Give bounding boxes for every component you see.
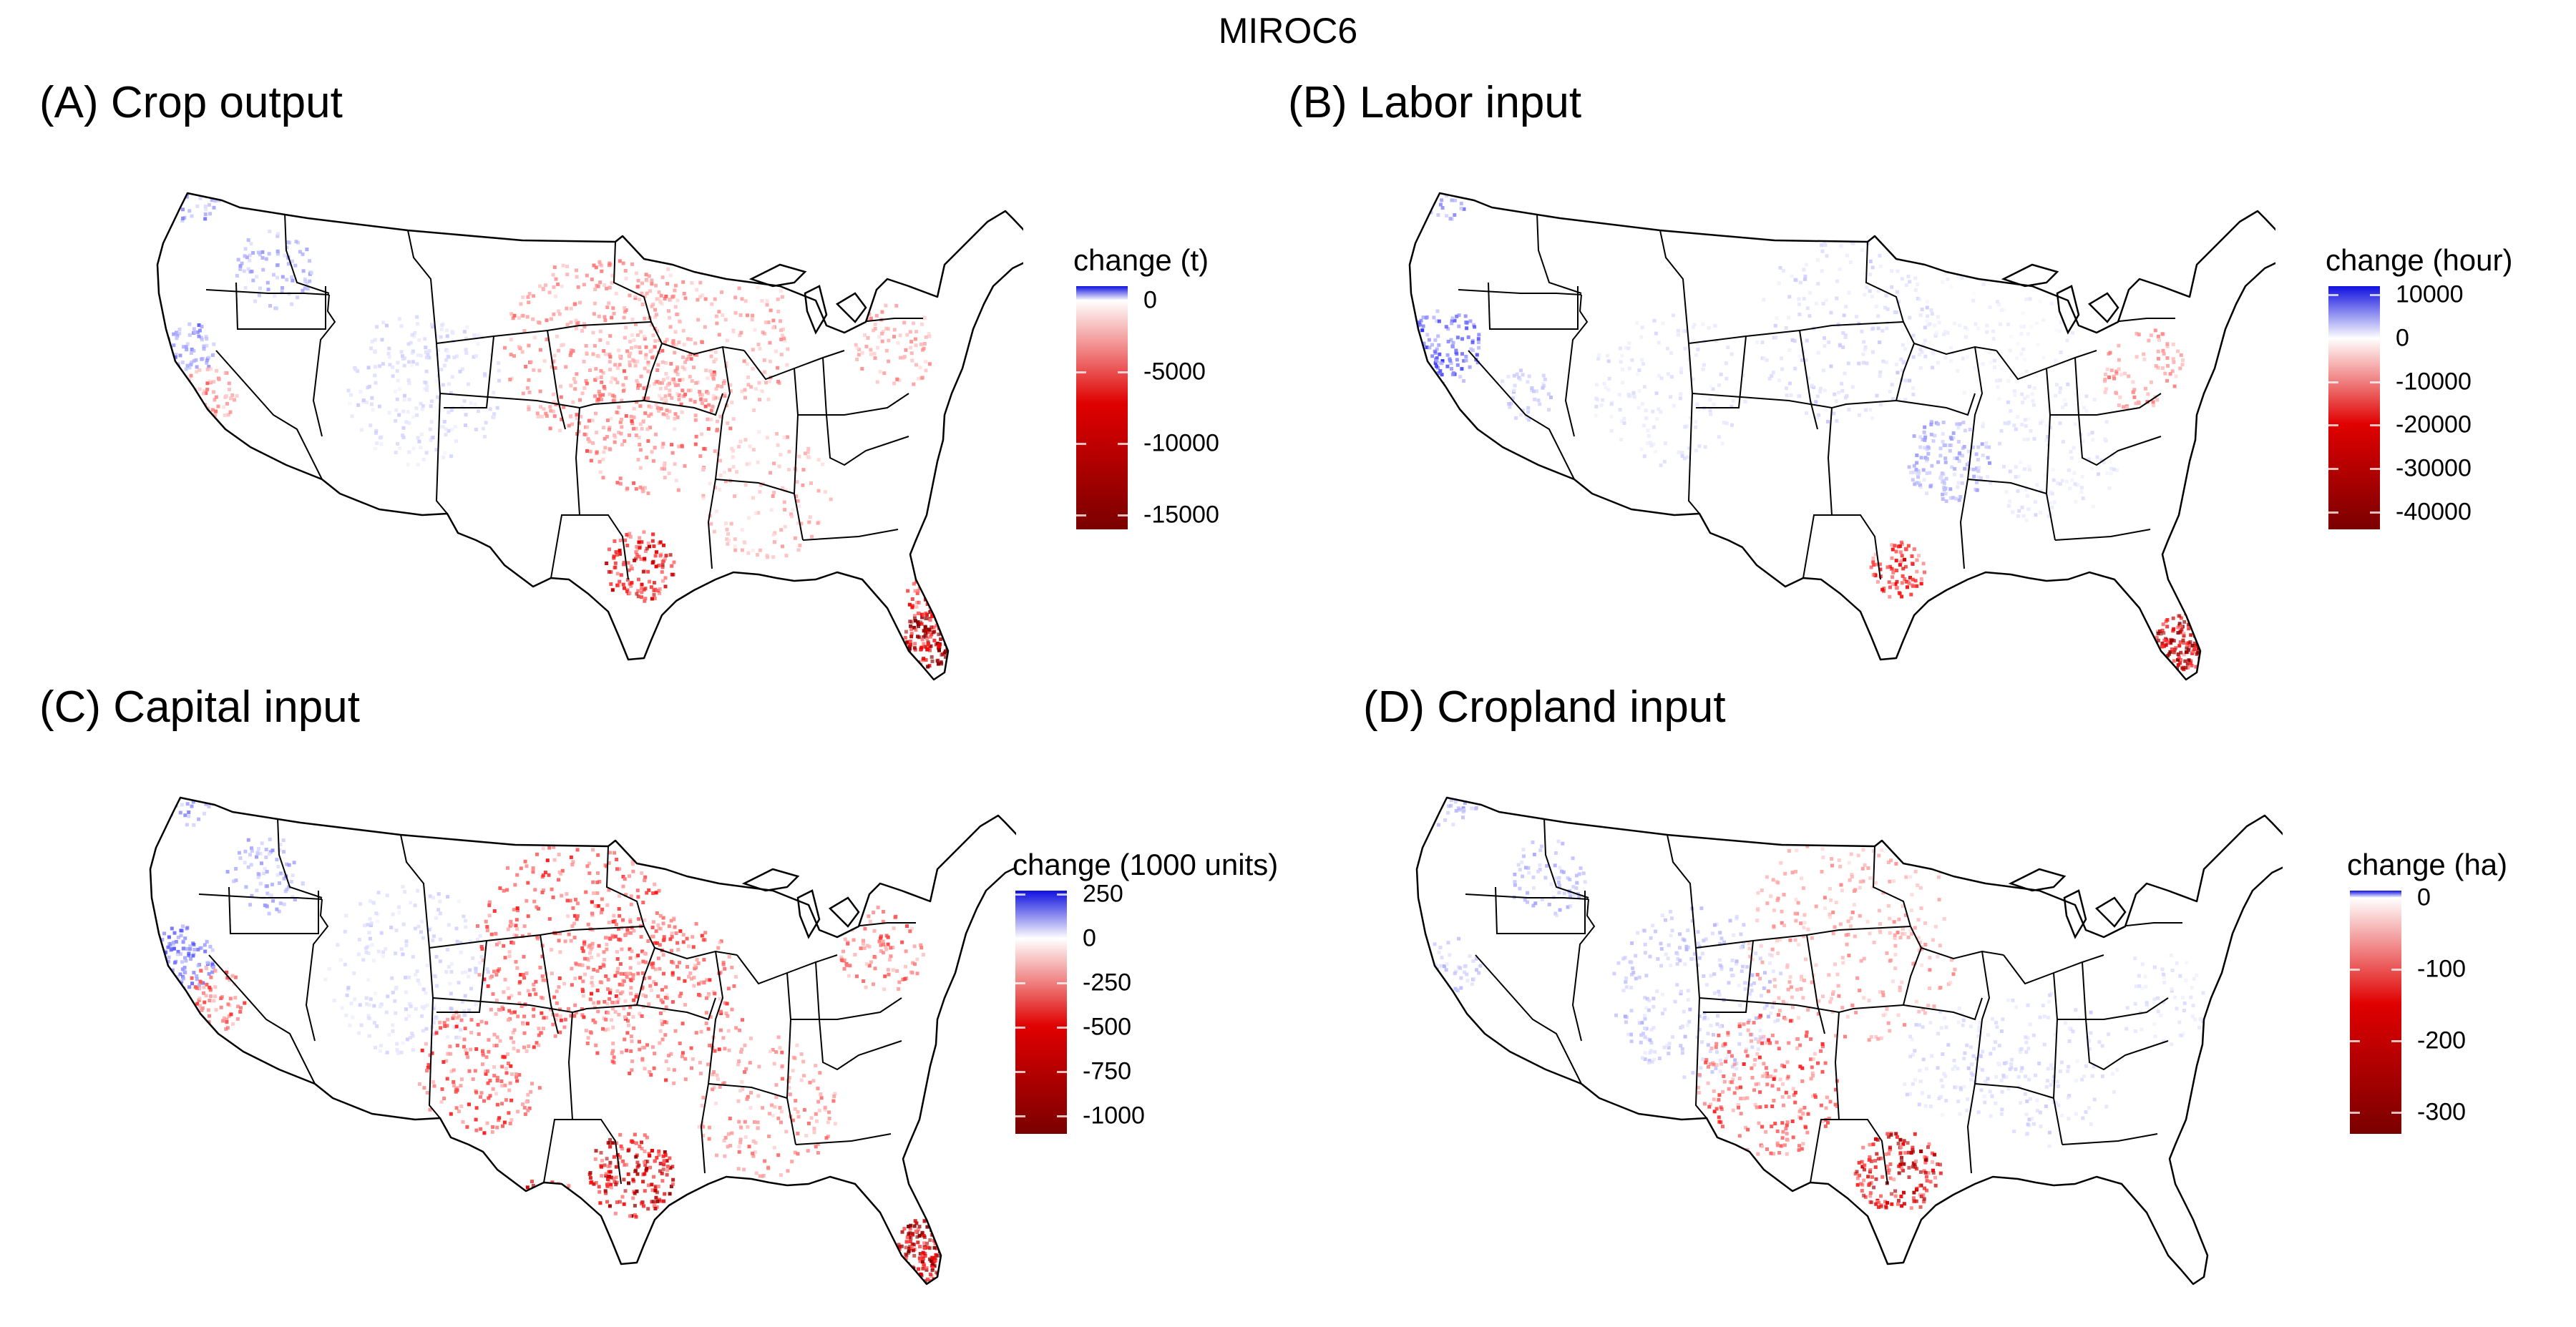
us-map-crop-output: [79, 157, 1023, 723]
colorbar-tick: [2350, 1040, 2360, 1042]
panel-title: (D) Cropland input: [1363, 682, 1726, 733]
colorbar: [2350, 891, 2401, 1134]
colorbar-tick: [1076, 514, 1086, 516]
figure-title: MIROC6: [0, 10, 2576, 52]
colorbar-tick: [1076, 371, 1086, 373]
colorbar-tick: [2370, 424, 2380, 426]
colorbar-tick: [1076, 443, 1086, 445]
colorbar-tick-label: 250: [1083, 880, 1123, 908]
colorbar-tick-label: -750: [1083, 1058, 1131, 1086]
colorbar-tick: [2391, 969, 2401, 971]
colorbar-tick: [2328, 294, 2338, 296]
colorbar-tick-label: -30000: [2396, 455, 2472, 483]
panel-cropland-input: (D) Cropland input change (ha) 0 -100 -200…: [1288, 676, 2576, 1284]
colorbar-tick-label: -300: [2417, 1099, 2466, 1127]
colorbar-tick: [2350, 1112, 2360, 1114]
us-landmass: [1410, 193, 2275, 680]
us-map-labor-input: [1331, 157, 2275, 723]
colorbar-tick: [2328, 338, 2338, 340]
colorbar-tick-label: -200: [2417, 1027, 2466, 1055]
colorbar-tick: [1057, 893, 1067, 896]
colorbar-tick: [1057, 982, 1067, 984]
colorbar-tick: [2328, 381, 2338, 383]
colorbar-tick: [1015, 938, 1025, 940]
colorbar: [1015, 891, 1067, 1134]
colorbar-tick-label: 0: [2417, 884, 2431, 912]
colorbar-tick: [1057, 938, 1067, 940]
panel-title: (B) Labor input: [1288, 77, 1581, 128]
colorbar-tick: [1057, 1027, 1067, 1029]
colorbar-tick: [2350, 969, 2360, 971]
colorbar-tick: [1015, 982, 1025, 984]
colorbar: [1076, 286, 1128, 529]
colorbar-tick: [1015, 1071, 1025, 1073]
colorbar-tick: [1118, 443, 1128, 445]
colorbar-tick-label: -20000: [2396, 411, 2472, 439]
legend-title: change (t): [1073, 243, 1209, 278]
us-landmass: [1417, 798, 2283, 1284]
colorbar-tick: [1015, 1115, 1025, 1117]
colorbar-tick: [2391, 1040, 2401, 1042]
colorbar-tick: [1118, 371, 1128, 373]
colorbar-tick-label: -250: [1083, 969, 1131, 997]
legend-title: change (1000 units): [1013, 848, 1278, 882]
panel-capital-input: (C) Capital input change (1000 units) 25…: [0, 676, 1288, 1284]
colorbar-tick: [2370, 511, 2380, 514]
colorbar-tick: [1076, 300, 1086, 302]
colorbar-tick: [2328, 424, 2338, 426]
colorbar-tick: [2328, 511, 2338, 514]
panel-labor-input: (B) Labor input change (hour) 10000 0 -100…: [1288, 72, 2576, 680]
colorbar-tick: [2370, 294, 2380, 296]
colorbar-tick-label: 0: [1143, 287, 1157, 315]
colorbar-tick: [2370, 381, 2380, 383]
colorbar-tick-label: -15000: [1143, 501, 1219, 529]
colorbar-tick: [2391, 1112, 2401, 1114]
legend-title: change (ha): [2347, 848, 2507, 882]
colorbar-tick-label: 10000: [2396, 281, 2464, 309]
colorbar-tick: [2328, 468, 2338, 470]
colorbar-tick: [1015, 893, 1025, 896]
legend-title: change (hour): [2326, 243, 2513, 278]
us-landmass: [157, 193, 1023, 680]
panel-title: (A) Crop output: [39, 77, 343, 128]
colorbar-tick-label: -5000: [1143, 358, 1206, 386]
colorbar-tick: [1015, 1027, 1025, 1029]
colorbar-tick-label: 0: [2396, 324, 2409, 352]
panel-title: (C) Capital input: [39, 682, 360, 733]
colorbar-tick-label: -1000: [1083, 1102, 1145, 1130]
colorbar-tick: [1057, 1115, 1067, 1117]
panel-crop-output: (A) Crop output change (t) 0 -5000 -10000 -…: [0, 72, 1288, 680]
colorbar-tick: [1118, 300, 1128, 302]
colorbar: [2328, 286, 2380, 529]
us-landmass: [150, 798, 1016, 1284]
colorbar-tick: [1118, 514, 1128, 516]
us-map-capital-input: [72, 762, 1016, 1327]
colorbar-tick: [2370, 338, 2380, 340]
colorbar-tick: [2350, 897, 2360, 899]
us-map-cropland-input: [1338, 762, 2283, 1327]
colorbar-tick-label: -10000: [1143, 430, 1219, 458]
colorbar-tick-label: -500: [1083, 1014, 1131, 1042]
colorbar-tick-label: -40000: [2396, 498, 2472, 526]
colorbar-tick: [1057, 1071, 1067, 1073]
colorbar-tick: [2391, 897, 2401, 899]
colorbar-tick-label: 0: [1083, 925, 1096, 953]
colorbar-tick-label: -10000: [2396, 368, 2472, 396]
colorbar-tick: [2370, 468, 2380, 470]
colorbar-tick-label: -100: [2417, 956, 2466, 984]
